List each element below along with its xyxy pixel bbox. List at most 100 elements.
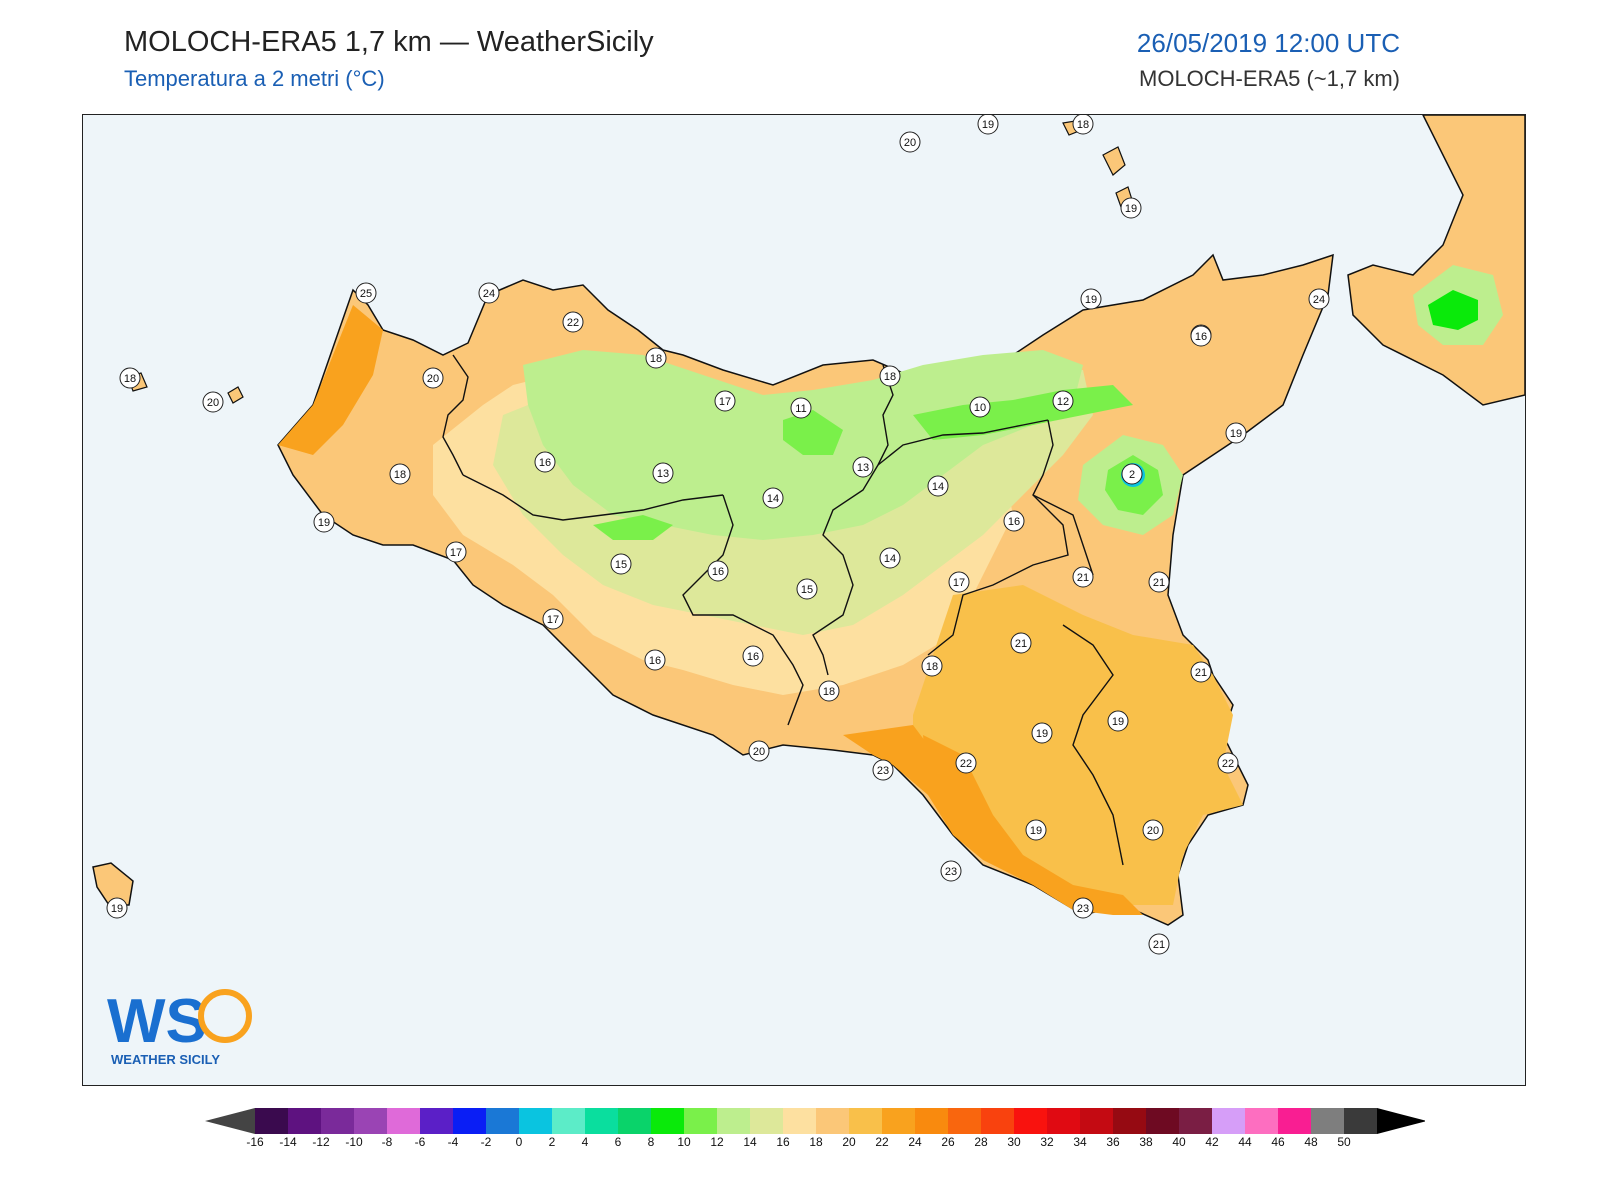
colorbar-cell — [1113, 1108, 1146, 1134]
colorbar-cell — [849, 1108, 882, 1134]
station-marker: 23 — [1072, 897, 1094, 919]
station-value: 14 — [767, 493, 779, 505]
station-marker: 16 — [742, 645, 764, 667]
station-value: 23 — [945, 866, 957, 878]
station-value: 14 — [932, 481, 944, 493]
colorbar-cell — [255, 1108, 288, 1134]
station-marker: 21 — [1072, 566, 1094, 588]
station-value: 2 — [1129, 469, 1135, 481]
station-value: 24 — [1313, 294, 1325, 306]
colorbar-cell — [750, 1108, 783, 1134]
station-value: 19 — [1125, 203, 1137, 215]
colorbar-tick-label: 4 — [582, 1135, 589, 1148]
colorbar-tick-label: 12 — [710, 1135, 724, 1148]
station-value: 20 — [427, 373, 439, 385]
colorbar-tick-label: 20 — [842, 1135, 856, 1148]
station-marker: 23 — [940, 860, 962, 882]
station-value: 21 — [1153, 577, 1165, 589]
station-marker: 21 — [1148, 571, 1170, 593]
station-value: 15 — [615, 559, 627, 571]
aeolian-island — [1102, 146, 1126, 176]
station-value: 19 — [1085, 294, 1097, 306]
colorbar-tick-label: 16 — [776, 1135, 790, 1148]
station-value: 21 — [1153, 939, 1165, 951]
station-value: 22 — [1222, 758, 1234, 770]
station-marker: 16 — [1003, 510, 1025, 532]
station-marker: 16 — [707, 560, 729, 582]
station-marker: 15 — [796, 578, 818, 600]
station-marker: 17 — [948, 571, 970, 593]
model-label: MOLOCH-ERA5 (~1,7 km) — [1139, 66, 1400, 91]
colorbar-tick-label: 2 — [549, 1135, 556, 1148]
colorbar-tick-label: 42 — [1205, 1135, 1219, 1148]
station-marker: 11 — [790, 397, 812, 419]
temperature-colorbar: -16 -14 -12 -10 -8 -6 -4 -2 0 2 4 6 8 10 12 14 16 18 20 22 2… — [205, 1108, 1425, 1148]
station-marker: 13 — [852, 456, 874, 478]
temp-zone-22-east — [913, 585, 1243, 905]
station-value: 20 — [753, 746, 765, 758]
madonie-cold-spot — [783, 410, 843, 455]
sicani-cold-spot — [593, 515, 673, 540]
station-marker: 21 — [1190, 661, 1212, 683]
colorbar-cell — [288, 1108, 321, 1134]
colorbar-cell — [915, 1108, 948, 1134]
colorbar-cell — [684, 1108, 717, 1134]
station-value: 19 — [318, 517, 330, 529]
colorbar-tick-label: 38 — [1139, 1135, 1153, 1148]
colorbar-tick-label: 18 — [809, 1135, 823, 1148]
colorbar-cell — [882, 1108, 915, 1134]
colorbar-cell — [981, 1108, 1014, 1134]
colorbar-cell — [354, 1108, 387, 1134]
colorbar-cell — [552, 1108, 585, 1134]
map-subtitle: Temperatura a 2 metri (°C) — [124, 66, 385, 91]
station-marker: 16 — [644, 649, 666, 671]
colorbar-cell — [453, 1108, 486, 1134]
station-value: 19 — [1230, 428, 1242, 440]
colorbar-cell — [1179, 1108, 1212, 1134]
temp-zone-24-coast — [843, 725, 943, 795]
station-marker: 22 — [1217, 752, 1239, 774]
station-value: 15 — [801, 584, 813, 596]
colorbar-tick-label: 28 — [974, 1135, 988, 1148]
station-value: 16 — [1008, 516, 1020, 528]
logo-mark: WS — [107, 987, 207, 1056]
station-value: 17 — [719, 396, 731, 408]
station-value: 11 — [795, 403, 806, 415]
station-value: 18 — [1077, 119, 1089, 131]
station-value: 13 — [657, 468, 669, 480]
weathersicily-logo: WS WEATHER SICILY — [107, 987, 252, 1067]
station-value: 17 — [953, 577, 965, 589]
station-value: 12 — [1057, 396, 1069, 408]
station-value: 24 — [483, 288, 495, 300]
station-marker: 18 — [119, 367, 141, 389]
colorbar-cell — [321, 1108, 354, 1134]
colorbar-tick-label: 8 — [648, 1135, 655, 1148]
colorbar-tick-label: 22 — [875, 1135, 889, 1148]
station-value: 19 — [111, 903, 123, 915]
colorbar-cell — [387, 1108, 420, 1134]
station-value: 17 — [547, 614, 559, 626]
station-value: 19 — [1112, 716, 1124, 728]
station-marker: 17 — [445, 541, 467, 563]
colorbar-tick-label: 6 — [615, 1135, 622, 1148]
station-marker: 24 — [478, 282, 500, 304]
colorbar-cell — [618, 1108, 651, 1134]
colorbar-tick-label: 14 — [743, 1135, 757, 1148]
colorbar-tick-label: 40 — [1172, 1135, 1186, 1148]
logo-text: WEATHER SICILY — [111, 1052, 220, 1067]
colorbar-cell — [585, 1108, 618, 1134]
colorbar-tick-label: 48 — [1304, 1135, 1318, 1148]
station-value: 25 — [360, 288, 372, 300]
station-value: 10 — [974, 402, 986, 414]
station-value: 23 — [877, 765, 889, 777]
temp-zone-24-west — [278, 305, 383, 455]
station-marker: 19 — [1225, 422, 1247, 444]
pantelleria-island — [92, 862, 134, 906]
station-marker: 22 — [562, 311, 584, 333]
station-marker: 18 — [921, 655, 943, 677]
station-value: 13 — [857, 462, 869, 474]
station-markers: 20 19 18 19 25 24 22 18 24 20 18 20 18 19 17 16 13 17 11 13… — [106, 115, 1330, 955]
station-value: 22 — [567, 317, 579, 329]
station-marker: 18 — [818, 680, 840, 702]
station-marker: 14 — [879, 547, 901, 569]
